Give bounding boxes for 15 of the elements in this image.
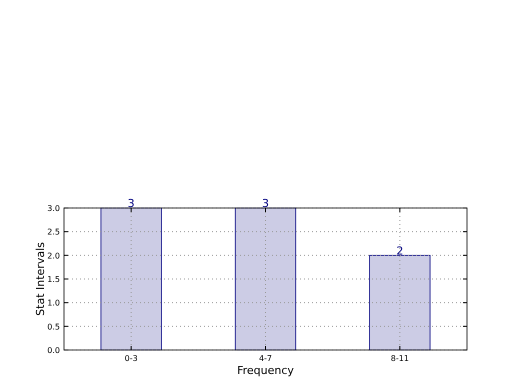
y-tick-label: 0.5: [47, 322, 60, 332]
x-tick-label: 8-11: [390, 354, 409, 363]
x-tick-label: 0-3: [124, 354, 138, 363]
y-axis-title: Stat Intervals: [34, 242, 47, 316]
data-label: 3: [262, 197, 269, 210]
y-tick-label: 1.5: [47, 275, 60, 284]
x-tick-label: 4-7: [258, 354, 272, 363]
y-tick-label: 3.0: [47, 204, 60, 213]
x-axis-title: Frequency: [237, 364, 294, 377]
y-tick-label: 2.5: [47, 228, 60, 237]
y-tick-label: 1.0: [47, 298, 60, 308]
y-tick-label: 0.0: [47, 346, 60, 355]
y-tick-label: 2.0: [47, 251, 60, 260]
data-label: 3: [128, 197, 135, 210]
data-label: 2: [396, 244, 404, 258]
